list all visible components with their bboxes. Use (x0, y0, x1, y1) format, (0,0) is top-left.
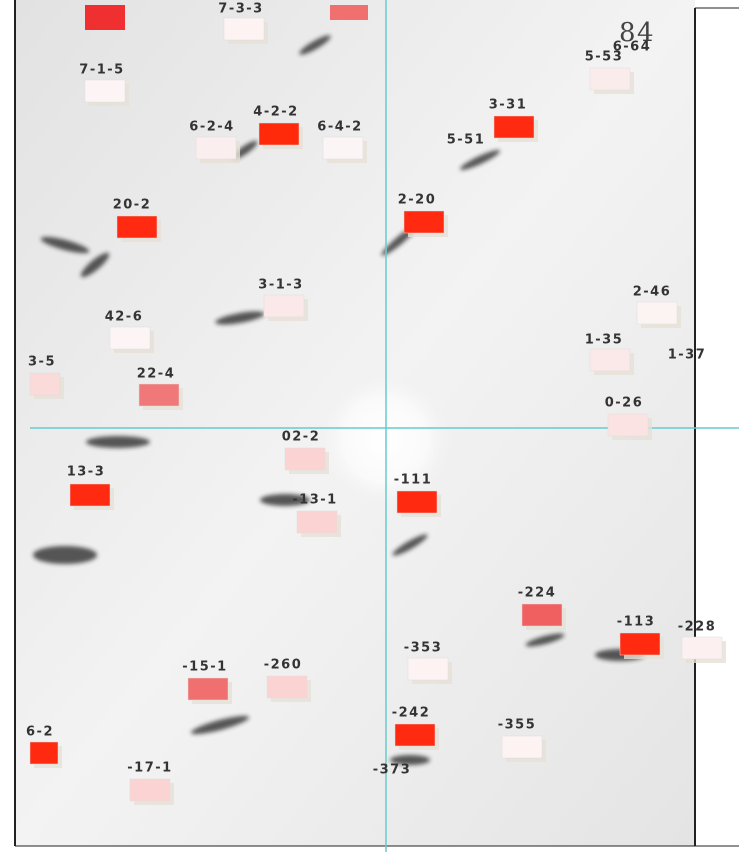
spot-box (404, 211, 444, 233)
page: 84 7-3-37-1-56-2-44-2-26-4-23-315-515-53… (0, 0, 739, 852)
spot-label: 7-1-5 (79, 63, 124, 78)
spot-box (30, 742, 58, 764)
spot-box (502, 736, 542, 758)
spot-box (285, 448, 325, 470)
spot-box (267, 676, 307, 698)
spot-box (139, 384, 179, 406)
spot-label: 0-26 (605, 396, 644, 411)
spot-box (522, 604, 562, 626)
spot-label: 6-2-4 (189, 120, 234, 135)
spot-label: -17-1 (127, 761, 172, 776)
spot-label: 7-3-3 (218, 2, 263, 17)
spot-box (637, 302, 677, 324)
spot-box (590, 68, 630, 90)
spot-label: -260 (264, 658, 303, 673)
spot-box (297, 511, 337, 533)
spot-label: 42-6 (105, 310, 144, 325)
spot-box (196, 137, 236, 159)
spot-label: 1-37 (668, 348, 707, 363)
spot-label: 22-4 (137, 367, 176, 382)
spot-label: 2-20 (398, 193, 437, 208)
spot-label: 6-4-2 (317, 120, 362, 135)
spot-box (330, 5, 368, 20)
spot-box (590, 349, 630, 371)
spot-label: 13-3 (67, 465, 106, 480)
spot-box (117, 216, 157, 238)
spot-box (224, 18, 264, 40)
spot-box (408, 658, 448, 680)
spot-box (620, 633, 660, 655)
spot-label: -111 (394, 473, 433, 488)
spot-box (264, 295, 304, 317)
spot-box (395, 724, 435, 746)
spot-label: 4-2-2 (253, 105, 298, 120)
spot-label: 6-2 (26, 725, 54, 740)
spot-box (30, 373, 60, 395)
spot-label: -224 (518, 586, 557, 601)
spot-box (70, 484, 110, 506)
spot-label: -13-1 (292, 493, 337, 508)
spot-box (188, 678, 228, 700)
spot-box (397, 491, 437, 513)
spot-label: 3-31 (489, 98, 528, 113)
diffraction-view: 84 7-3-37-1-56-2-44-2-26-4-23-315-515-53… (0, 0, 739, 852)
spot-label: -113 (617, 615, 656, 630)
spot-label: 3-1-3 (258, 278, 303, 293)
spot-box (259, 123, 299, 145)
spot-box (608, 414, 648, 436)
spot-label: 20-2 (113, 198, 152, 213)
spot-box (494, 116, 534, 138)
spot-label: -242 (392, 706, 431, 721)
beam-center (315, 370, 455, 510)
spot-label: -15-1 (182, 660, 227, 675)
spot-label: 1-35 (585, 333, 624, 348)
spot-label: -373 (373, 763, 412, 778)
spot-label: 6-64 (613, 40, 652, 55)
spot-box (85, 80, 125, 102)
spot-box (85, 5, 125, 30)
spot-label: 5-51 (447, 133, 486, 148)
spot-label: -353 (404, 641, 443, 656)
spot-box (110, 327, 150, 349)
spot-label: 02-2 (282, 430, 321, 445)
spot-label: 2-46 (633, 285, 672, 300)
spot-box (323, 137, 363, 159)
spot-label: 3-5 (28, 355, 56, 370)
spot-box (130, 779, 170, 801)
spot-label: -228 (678, 620, 717, 635)
spot-label: -355 (498, 718, 537, 733)
spot-box (682, 637, 722, 659)
